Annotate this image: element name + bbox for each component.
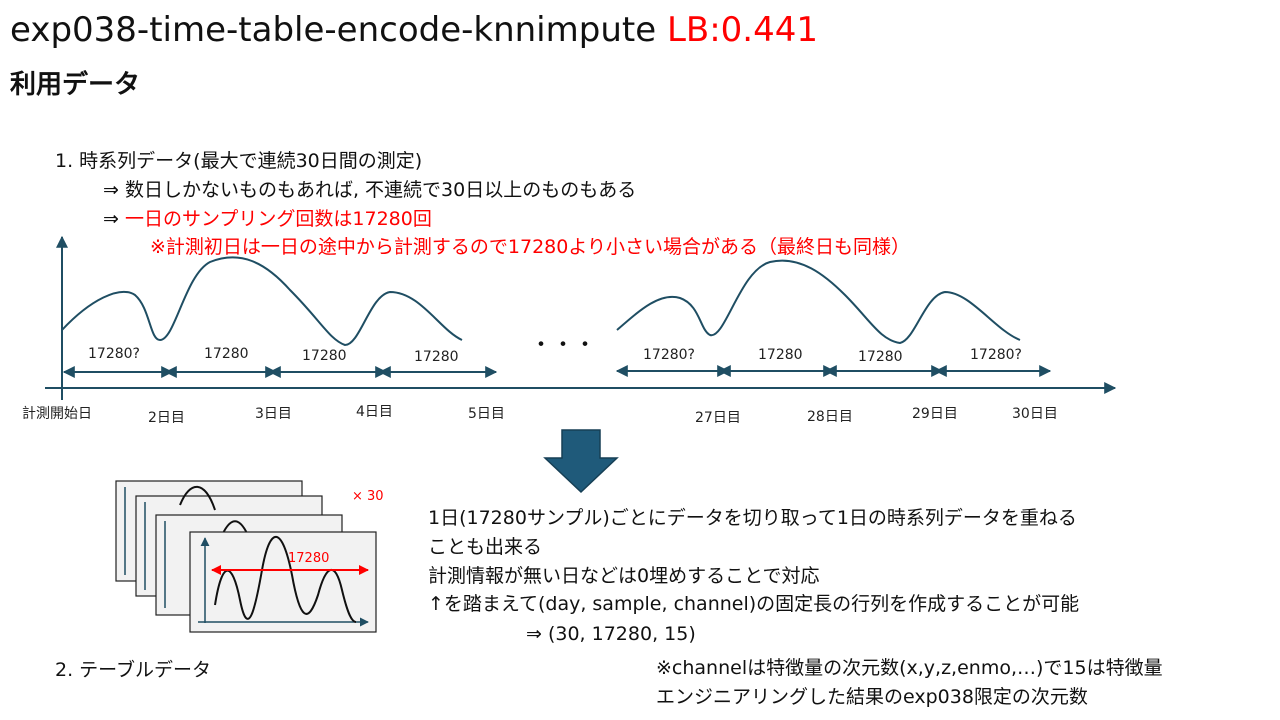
slide-subtitle: 利用データ	[10, 70, 141, 100]
section1-sampling-red: 一日のサンプリング回数は17280回	[124, 208, 432, 230]
segment-label: 17280	[302, 348, 347, 364]
day-label: 3日目	[255, 406, 292, 422]
section1-note-discontinuous: ⇒ 数日しかないものもあれば, 不連続で30日以上のものもある	[103, 179, 637, 201]
day-label: 27日目	[695, 410, 741, 426]
waveform-right	[616, 259, 1021, 345]
day-label: 28日目	[807, 409, 853, 425]
desc-zero-fill: 計測情報が無い日などは0埋めすることで対応	[428, 565, 820, 587]
note-line1: ※channelは特徴量の次元数(x,y,z,enmo,…)で15は特徴量	[656, 657, 1163, 679]
section1-arrow: ⇒	[103, 208, 125, 230]
day-label: 4日目	[356, 404, 393, 420]
desc-matrix: ↑を踏まえて(day, sample, channel)の固定長の行列を作成する…	[428, 593, 1080, 615]
section1-note-sampling: ⇒ 一日のサンプリング回数は17280回	[103, 206, 432, 232]
day-label: 2日目	[148, 410, 185, 426]
day-label: 30日目	[1012, 406, 1058, 422]
stacked-days-illustration	[115, 480, 377, 633]
down-arrow-icon	[543, 429, 619, 494]
length-label: 17280	[288, 551, 329, 566]
timeline-ellipsis: ・・・	[530, 333, 596, 358]
segment-label: 17280?	[88, 346, 140, 362]
note-line2: エンジニアリングした結果のexp038限定の次元数	[656, 686, 1088, 708]
day-label: 計測開始日	[22, 406, 92, 422]
desc-line2: ことも出来る	[428, 536, 543, 558]
slide-title: exp038-time-table-encode-knnimpute LB:0.…	[10, 8, 818, 52]
segment-label: 17280	[858, 349, 903, 365]
segment-label: 17280?	[970, 347, 1022, 363]
segment-label: 17280	[758, 347, 803, 363]
segment-label: 17280	[204, 346, 249, 362]
title-main: exp038-time-table-encode-knnimpute	[10, 10, 657, 50]
segment-label: 17280?	[643, 347, 695, 363]
section1-note-first-day: ※計測初日は一日の途中から計測するので17280より小さい場合がある（最終日も同…	[150, 236, 910, 258]
section2-heading: 2. テーブルデータ	[55, 659, 212, 681]
desc-shape: ⇒ (30, 17280, 15)	[526, 623, 696, 645]
section1-heading: 1. 時系列データ(最大で連続30日間の測定)	[55, 150, 423, 172]
day-label: 5日目	[468, 406, 505, 422]
waveform-left	[61, 256, 463, 347]
desc-line1: 1日(17280サンプル)ごとにデータを切り取って1日の時系列データを重ねる	[428, 507, 1077, 529]
segment-label: 17280	[414, 349, 459, 365]
multiplier-label: × 30	[352, 489, 384, 504]
title-lb-score: LB:0.441	[666, 10, 818, 50]
day-label: 29日目	[912, 406, 958, 422]
